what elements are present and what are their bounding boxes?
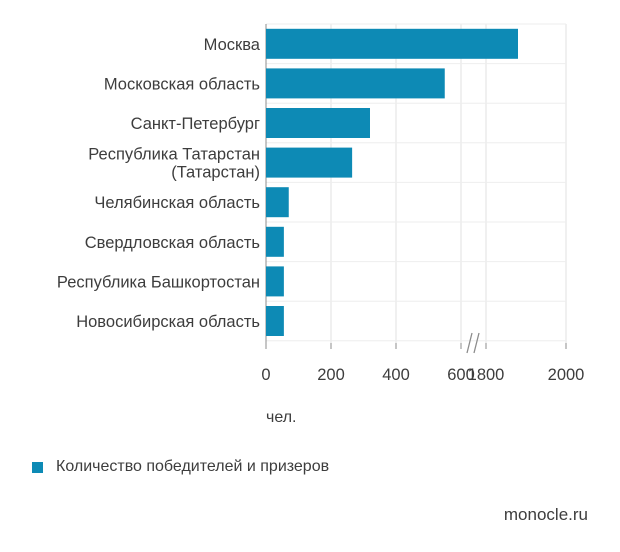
category-label: Московская область (104, 75, 260, 93)
legend: Количество победителей и призеров (32, 458, 329, 476)
category-label: Челябинская область (94, 194, 260, 212)
x-tick-label: 400 (382, 366, 410, 384)
source-label: monocle.ru (503, 505, 588, 524)
bar (266, 28, 518, 59)
bar (266, 147, 353, 178)
bar (266, 226, 284, 257)
x-tick-label: 600 (447, 366, 475, 384)
category-label: Республика Татарстан (88, 146, 260, 164)
category-label: Новосибирская область (76, 313, 260, 331)
bar (266, 187, 289, 218)
x-axis-unit-label: чел. (266, 409, 297, 426)
bar (266, 306, 284, 336)
axis-break-mark (473, 332, 480, 354)
x-tick-label: 2000 (548, 366, 585, 384)
category-label: Москва (204, 36, 261, 54)
axis-break-mark (466, 332, 473, 354)
legend-swatch (32, 461, 43, 473)
category-label: Республика Башкортостан (57, 273, 260, 291)
bar-chart: Москва Московская область Санкт-Петербург Р… (57, 23, 585, 384)
x-tick-label: 1800 (468, 366, 505, 384)
bar (266, 68, 445, 99)
bar (266, 266, 284, 297)
category-label: (Татарстан) (171, 164, 260, 182)
x-tick-label: 200 (317, 366, 345, 384)
bar (266, 108, 370, 138)
category-label: Свердловская область (85, 234, 260, 252)
category-label: Санкт-Петербург (131, 115, 260, 133)
legend-label: Количество победителей и призеров (56, 458, 330, 475)
x-tick-label: 0 (261, 366, 270, 384)
